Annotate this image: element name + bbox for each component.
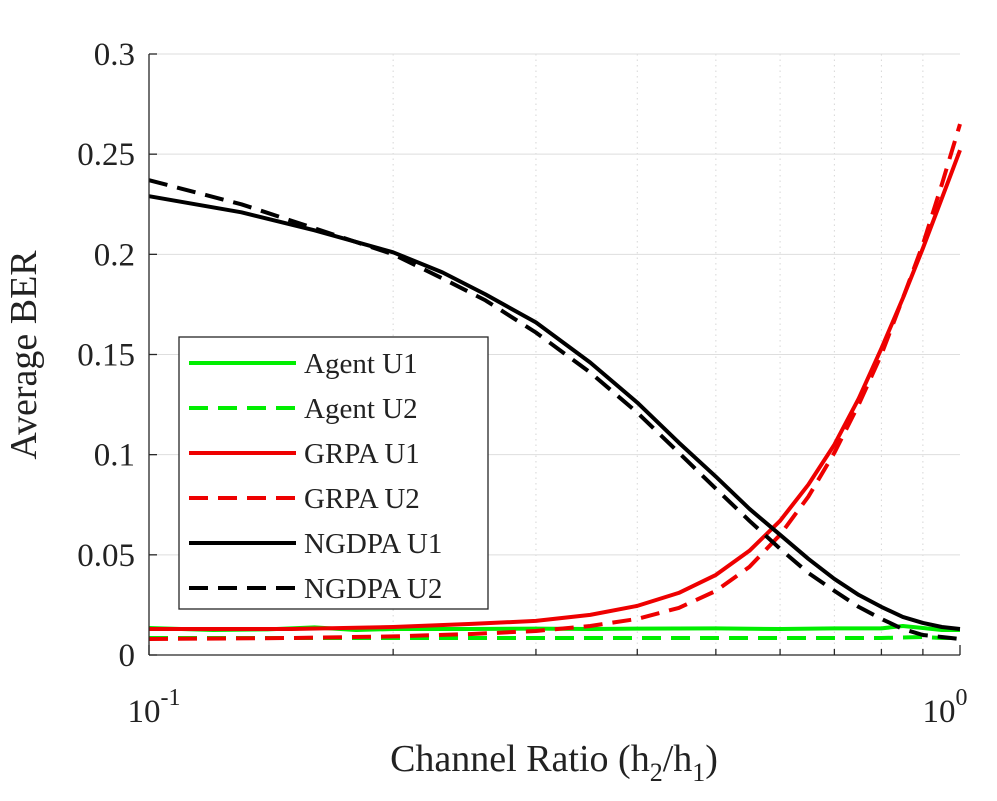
legend-label: GRPA U1 bbox=[304, 438, 420, 470]
y-tick-label: 0.25 bbox=[77, 137, 135, 173]
x-axis-label-sub2: 1 bbox=[692, 758, 705, 787]
y-tick-label: 0.1 bbox=[94, 438, 135, 474]
legend-label: NGDPA U1 bbox=[304, 528, 442, 560]
x-tick-label-base: 10 bbox=[923, 694, 956, 730]
series-line-grpa-u1 bbox=[149, 149, 962, 631]
x-tick-label: 100 bbox=[923, 685, 968, 730]
x-tick-label-base: 10 bbox=[128, 694, 161, 730]
y-tick-label: 0.05 bbox=[77, 538, 135, 574]
legend-label: Agent U2 bbox=[304, 393, 418, 425]
x-tick-labels: 10-1 100 bbox=[128, 685, 968, 730]
x-axis-label-main: Channel Ratio (h bbox=[390, 738, 650, 780]
x-tick-label-exponent: 0 bbox=[956, 685, 968, 711]
x-tick-label-exponent: -1 bbox=[161, 685, 181, 711]
series-line-grpa-u2 bbox=[148, 123, 962, 641]
axes-frame bbox=[148, 53, 961, 656]
series-line-ngdpa-u1 bbox=[148, 194, 961, 631]
legend: Agent U1 Agent U2 GRPA U1 GRPA U2 NGDPA U1 NG… bbox=[178, 336, 489, 610]
legend-box bbox=[178, 336, 489, 610]
grid-lines bbox=[149, 53, 960, 656]
legend-entries: Agent U1 Agent U2 GRPA U1 GRPA U2 NGDPA U1 NG… bbox=[189, 348, 442, 605]
series-line-agent-u2 bbox=[149, 635, 960, 640]
series-line-ngdpa-u2 bbox=[148, 178, 961, 641]
x-axis-label: Channel Ratio (h2/h1) bbox=[390, 738, 718, 787]
x-axis-label-mid: /h bbox=[663, 738, 693, 780]
y-tick-label: 0 bbox=[119, 638, 136, 674]
y-tick-labels: 0 0.05 0.1 0.15 0.2 0.25 0.3 bbox=[77, 37, 135, 674]
legend-label: Agent U1 bbox=[304, 348, 418, 380]
y-axis-label: Average BER bbox=[3, 250, 45, 460]
y-tick-label: 0.3 bbox=[94, 37, 135, 73]
y-tick-label: 0.2 bbox=[94, 237, 135, 273]
series-lines bbox=[148, 123, 962, 641]
x-tick-label: 10-1 bbox=[128, 685, 181, 730]
x-axis-label-end: ) bbox=[705, 738, 718, 780]
x-axis-label-sub1: 2 bbox=[650, 758, 663, 787]
legend-label: NGDPA U2 bbox=[304, 573, 442, 605]
y-tick-label: 0.15 bbox=[77, 338, 135, 374]
legend-label: GRPA U2 bbox=[304, 483, 420, 515]
